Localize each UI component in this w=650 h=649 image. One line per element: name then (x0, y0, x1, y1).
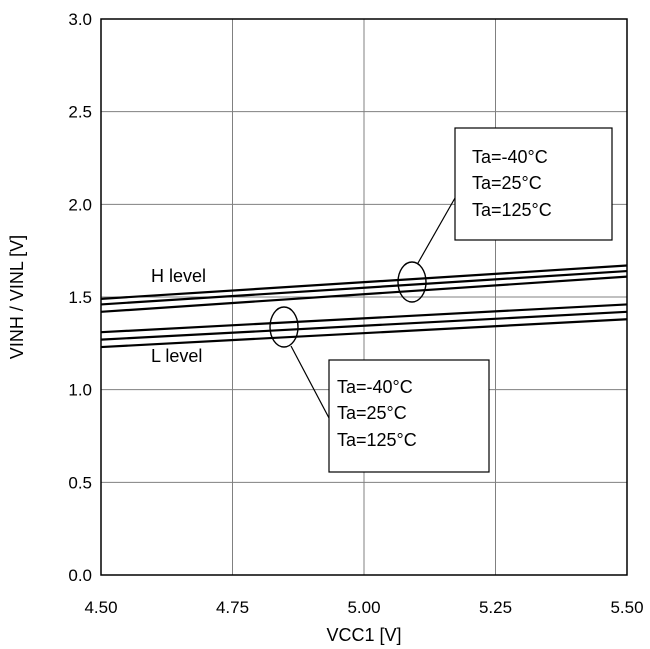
y-tick-label: 3.0 (68, 10, 92, 29)
h-leader-line (417, 197, 456, 264)
l-box-line-1: Ta=-40°C (337, 377, 413, 397)
x-axis-title: VCC1 [V] (326, 625, 401, 645)
l-level-ellipse (269, 306, 299, 348)
y-tick-label: 2.0 (68, 195, 92, 214)
y-tick-label: 0.0 (68, 566, 92, 585)
x-tick-label: 4.50 (84, 598, 117, 617)
series-line-6 (100, 318, 628, 349)
series-line-2 (100, 269, 628, 306)
y-tick-label: 0.5 (68, 473, 92, 492)
l-box-line-2: Ta=25°C (337, 403, 407, 423)
x-tick-labels: 4.50 4.75 5.00 5.25 5.50 (84, 598, 643, 617)
y-tick-label: 1.0 (68, 381, 92, 400)
series-line-1 (100, 264, 628, 300)
l-level-label: L level (151, 346, 202, 366)
x-tick-label: 5.50 (610, 598, 643, 617)
x-tick-label: 5.00 (347, 598, 380, 617)
plot-frame (100, 18, 628, 576)
h-level-label: H level (151, 266, 206, 286)
series-line-5 (100, 310, 628, 341)
h-box-line-1: Ta=-40°C (472, 147, 548, 167)
series-line-3 (100, 275, 628, 313)
h-box-line-2: Ta=25°C (472, 173, 542, 193)
x-tick-label: 5.25 (479, 598, 512, 617)
y-tick-label: 2.5 (68, 103, 92, 122)
y-tick-labels: 0.0 0.5 1.0 1.5 2.0 2.5 3.0 (68, 10, 92, 585)
l-leader-line (290, 345, 330, 419)
h-level-ellipse (397, 261, 427, 303)
h-legend-box (454, 127, 613, 241)
x-tick-label: 4.75 (216, 598, 249, 617)
y-axis-title: VINH / VINL [V] (7, 235, 27, 359)
series-group (100, 264, 628, 349)
l-box-line-3: Ta=125°C (337, 430, 417, 450)
y-tick-label: 1.5 (68, 288, 92, 307)
l-legend-box (328, 359, 490, 473)
h-box-line-3: Ta=125°C (472, 200, 552, 220)
series-line-4 (100, 303, 628, 334)
